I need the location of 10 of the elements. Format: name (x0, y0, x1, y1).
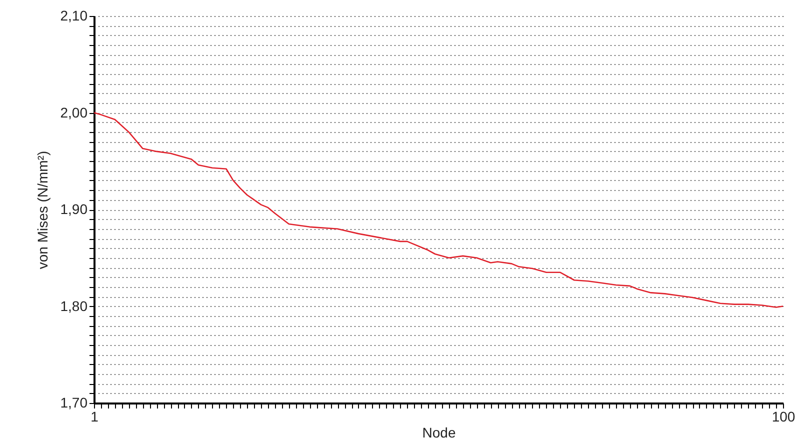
line-series (94, 112, 783, 308)
y-tick-label: 1,90 (60, 201, 88, 217)
y-tick-label: 2,00 (60, 104, 88, 120)
y-tick-label: 1,80 (60, 298, 88, 314)
x-axis-title: Node (422, 424, 456, 440)
y-tick-label: 1,70 (60, 394, 88, 410)
x-tick-label: 100 (772, 408, 796, 424)
x-tick-label: 1 (90, 408, 99, 424)
y-tick-label: 2,10 (60, 8, 88, 24)
y-axis-title: von Mises (N/mm²) (34, 150, 50, 270)
